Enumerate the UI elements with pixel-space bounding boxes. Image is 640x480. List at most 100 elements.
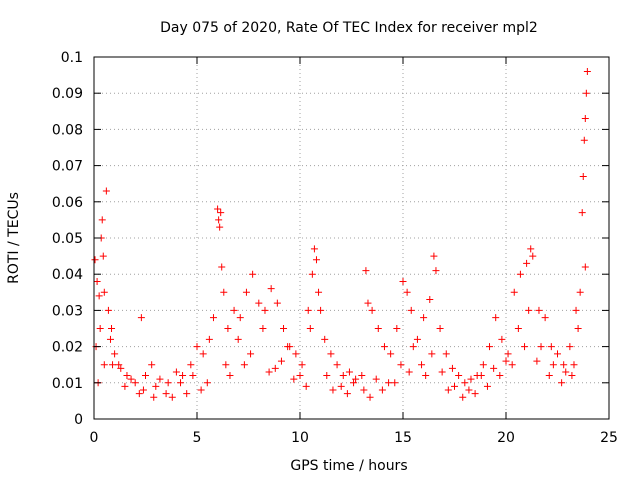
data-point (306, 325, 314, 332)
chart-title: Day 075 of 2020, Rate Of TEC Index for r… (160, 20, 538, 36)
data-point (432, 267, 440, 275)
y-tick-labels: 0 0.01 0.02 0.03 0.04 0.05 0.06 0.07 0.08 0.09 0.1 (52, 50, 83, 428)
data-point (521, 343, 529, 351)
data-point (308, 270, 316, 278)
data-point (545, 372, 553, 380)
data-point (492, 314, 500, 322)
x-tick-label: 10 (291, 430, 309, 446)
data-point (339, 372, 347, 380)
data-point (576, 288, 584, 296)
data-point (315, 288, 323, 296)
data-point (566, 343, 574, 351)
data-point (467, 375, 475, 383)
data-point (420, 314, 428, 322)
data-point (558, 379, 566, 387)
data-point (409, 343, 417, 351)
data-point (93, 277, 101, 285)
data-point (240, 361, 248, 369)
data-point (117, 364, 125, 372)
y-tick-label: 0.06 (52, 195, 83, 211)
data-point (455, 372, 463, 380)
data-point (547, 343, 555, 351)
y-tick-label: 0.07 (52, 159, 83, 175)
data-point (121, 382, 129, 390)
data-point (333, 361, 341, 369)
data-point (554, 350, 561, 358)
data-point (203, 379, 211, 387)
data-marks (91, 67, 591, 401)
data-point (391, 379, 399, 387)
data-point (581, 115, 589, 123)
data-point (535, 306, 543, 314)
data-point (310, 245, 318, 253)
data-point (477, 372, 485, 380)
data-point (380, 343, 388, 351)
data-point (418, 361, 426, 369)
data-point (366, 393, 374, 401)
data-point (504, 350, 512, 358)
data-point (137, 314, 145, 322)
data-point (312, 256, 320, 264)
data-point (99, 252, 107, 260)
data-point (426, 296, 434, 304)
data-point (249, 270, 257, 278)
data-point (583, 67, 591, 75)
data-point (352, 375, 360, 383)
data-point (461, 379, 469, 387)
data-point (218, 263, 226, 271)
data-point (570, 361, 578, 369)
data-point (399, 277, 407, 285)
data-point (135, 390, 143, 398)
data-point (360, 386, 368, 394)
y-tick-label: 0.01 (52, 376, 83, 392)
data-point (486, 343, 494, 351)
data-point (407, 306, 415, 314)
data-point (465, 386, 473, 394)
x-tick-labels: 0 5 10 15 20 25 (90, 430, 618, 446)
data-point (345, 368, 353, 376)
data-point (296, 372, 304, 380)
data-point (226, 372, 234, 380)
data-point (216, 223, 224, 231)
grid-lines (94, 57, 609, 419)
data-point (368, 306, 376, 314)
data-point (230, 306, 238, 314)
data-point (490, 364, 498, 372)
data-point (302, 382, 310, 390)
data-point (209, 314, 217, 322)
data-point (179, 372, 187, 380)
data-point (428, 350, 436, 358)
data-point (364, 299, 372, 307)
data-point (568, 372, 576, 380)
data-point (127, 375, 135, 383)
data-point (317, 306, 325, 314)
data-point (413, 335, 421, 343)
x-axis-label: GPS time / hours (290, 458, 407, 474)
data-point (329, 386, 337, 394)
data-point (261, 306, 269, 314)
data-point (91, 256, 99, 264)
data-point (214, 205, 222, 213)
data-point (290, 375, 298, 383)
data-point (514, 325, 522, 332)
data-point (581, 263, 589, 271)
data-point (438, 368, 446, 376)
data-point (100, 361, 108, 369)
data-point (224, 325, 232, 332)
data-point (572, 306, 580, 314)
data-point (498, 335, 506, 343)
data-point (323, 372, 331, 380)
x-tick-label: 0 (90, 430, 99, 446)
x-tick-label: 25 (600, 430, 618, 446)
data-point (109, 361, 117, 369)
data-point (265, 368, 273, 376)
y-tick-label: 0.02 (52, 340, 83, 356)
x-tick-label: 15 (394, 430, 412, 446)
data-point (560, 361, 568, 369)
data-point (280, 325, 288, 332)
data-point (397, 361, 405, 369)
data-point (150, 393, 158, 401)
data-point (578, 209, 586, 217)
data-point (108, 325, 116, 332)
data-point (405, 368, 413, 376)
